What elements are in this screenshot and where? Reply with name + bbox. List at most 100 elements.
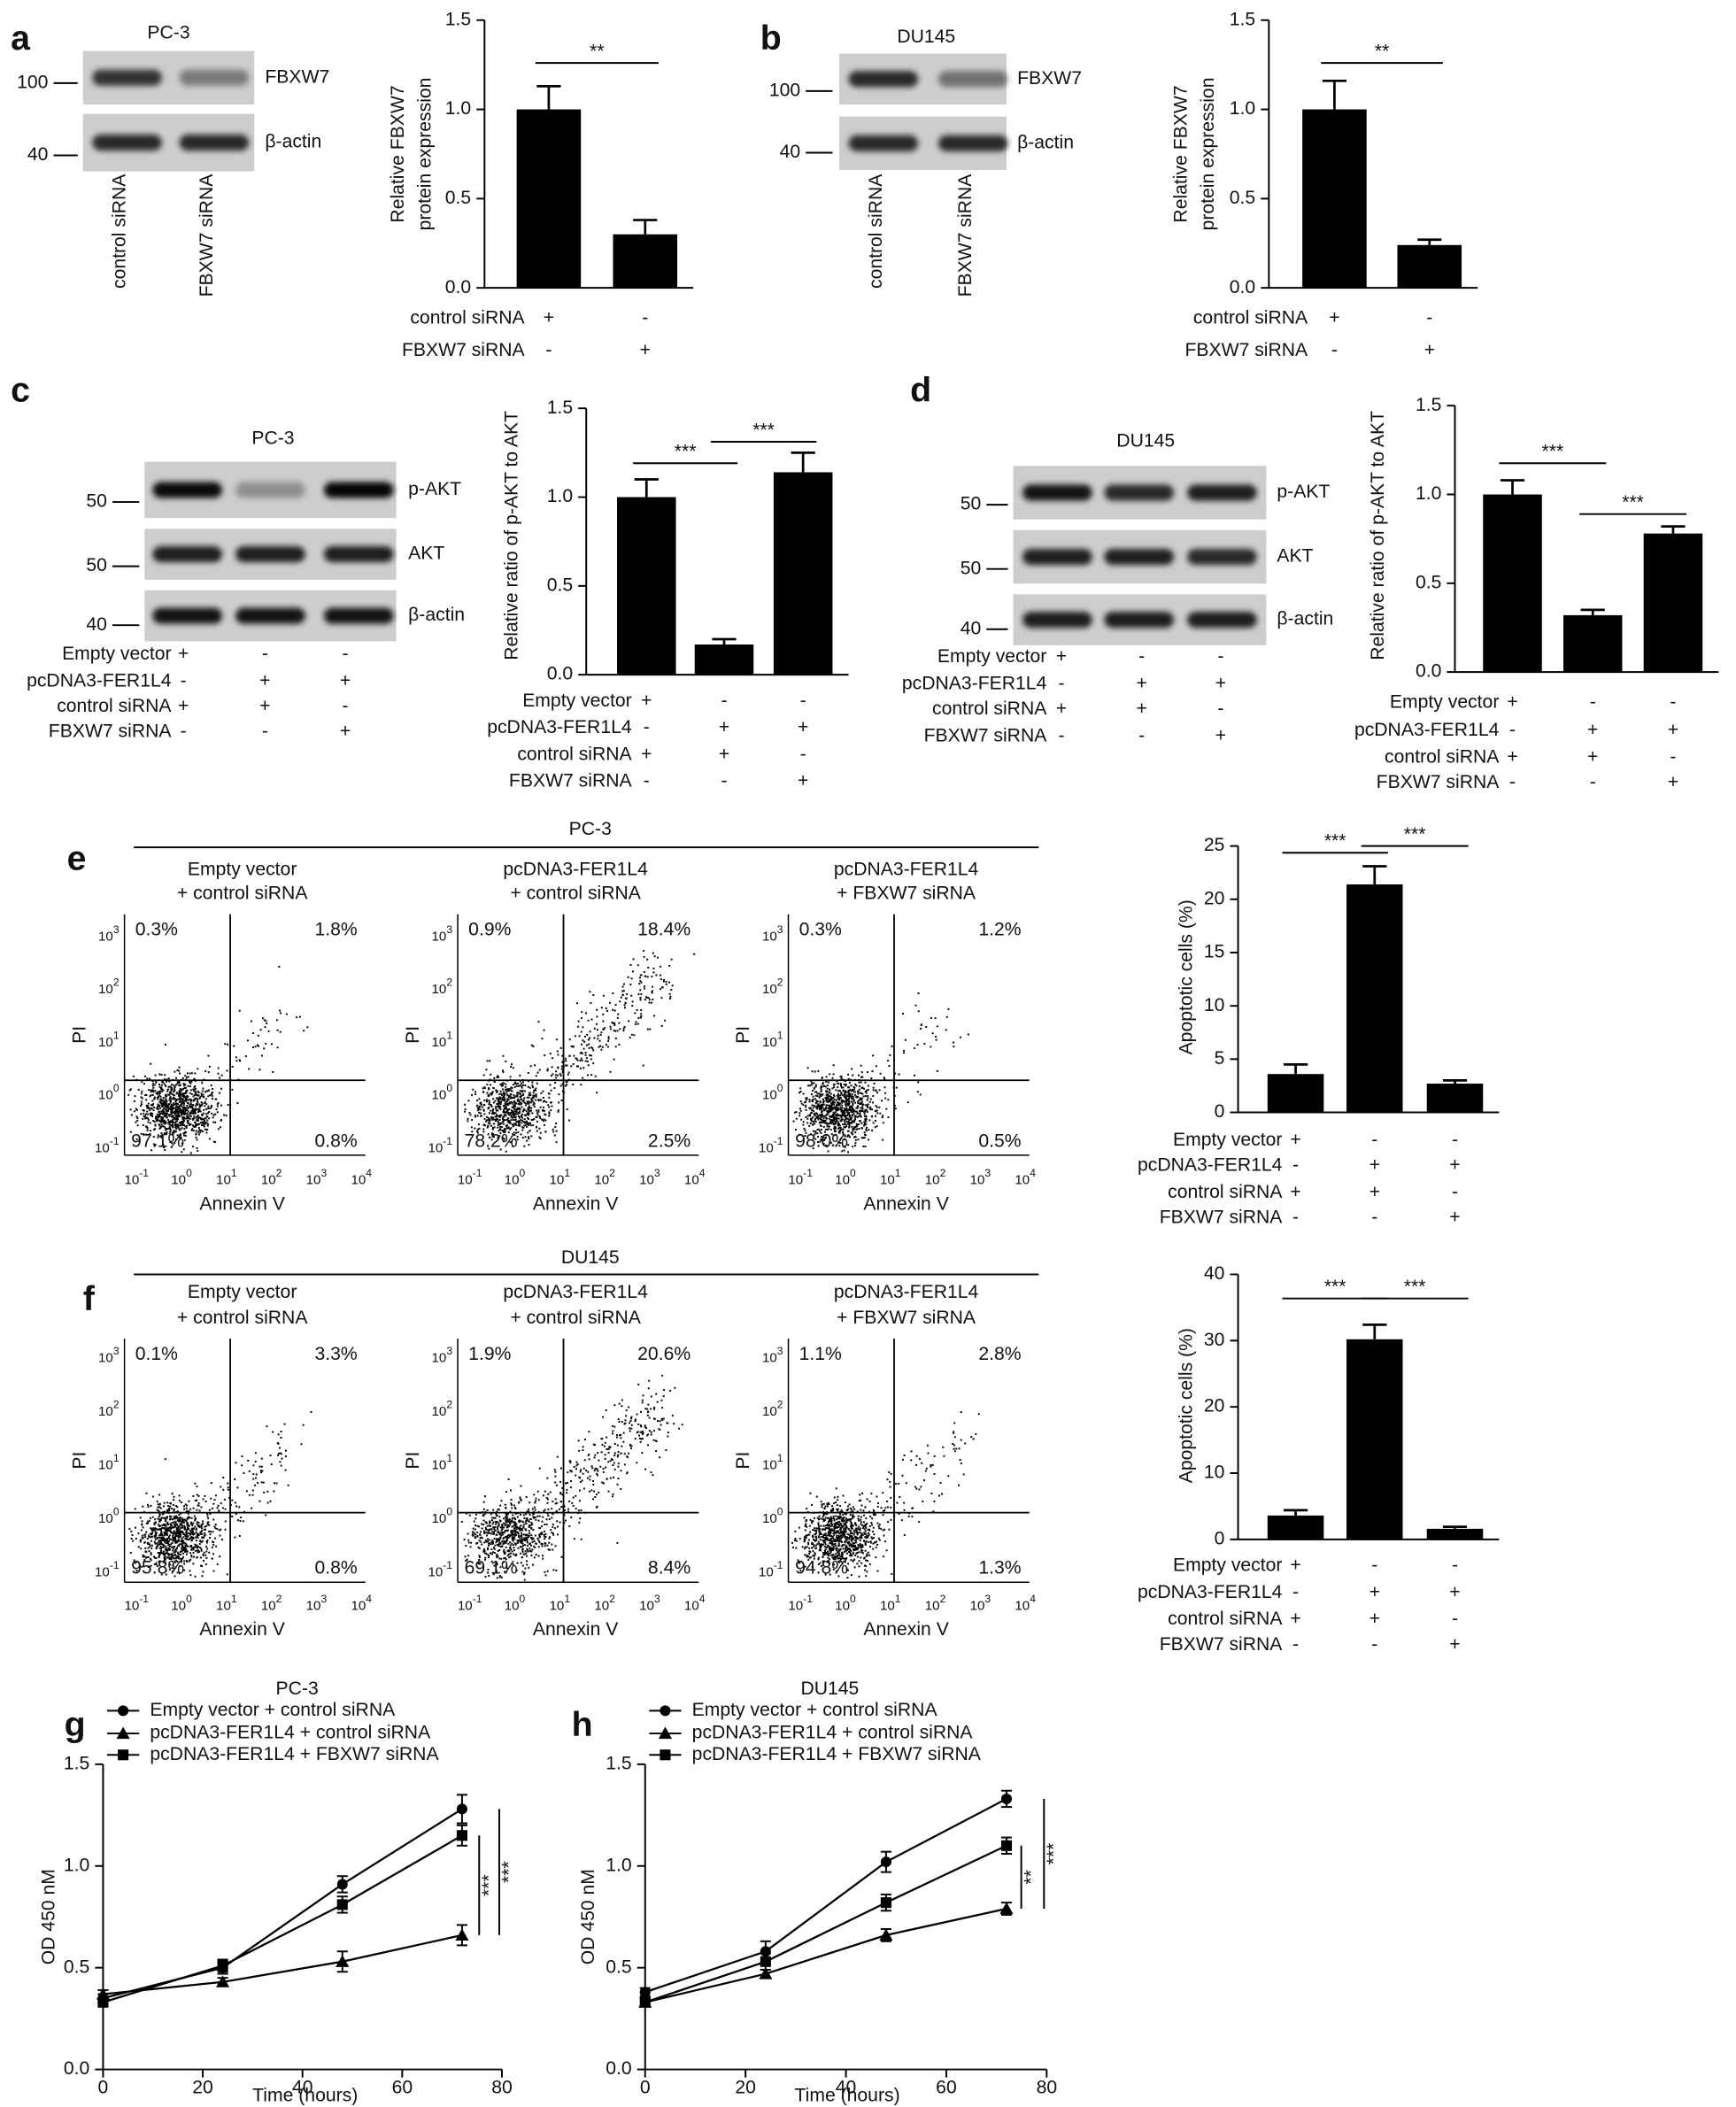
event-dot [856, 1124, 859, 1127]
event-dot [567, 1510, 570, 1513]
event-dot [810, 1133, 812, 1136]
event-dot [147, 1534, 150, 1537]
event-dot [835, 1105, 837, 1108]
event-dot [171, 1123, 174, 1126]
event-dot [160, 1125, 163, 1128]
event-dot [508, 1114, 511, 1116]
event-dot [867, 1089, 869, 1092]
event-dot [510, 1119, 513, 1122]
event-dot [822, 1108, 825, 1110]
event-dot [849, 1108, 852, 1111]
event-dot [164, 1093, 166, 1096]
event-dot [601, 1481, 604, 1484]
event-dot [556, 1525, 559, 1528]
event-dot [815, 1106, 818, 1108]
event-dot [589, 1030, 591, 1033]
event-dot [156, 1113, 158, 1115]
event-dot [197, 1068, 199, 1070]
event-dot [306, 1026, 309, 1029]
event-dot [517, 1124, 520, 1127]
event-dot [166, 1132, 167, 1135]
event-dot [572, 1496, 575, 1499]
event-dot [580, 1538, 583, 1540]
event-dot [513, 1538, 516, 1540]
event-dot [868, 1107, 871, 1109]
event-dot [498, 1123, 501, 1126]
event-dot [652, 971, 655, 974]
event-dot [555, 1123, 558, 1124]
event-dot [199, 1110, 202, 1113]
event-dot [493, 1126, 496, 1129]
event-dot [165, 1107, 167, 1109]
event-dot [165, 1084, 167, 1087]
event-dot [863, 1131, 866, 1134]
event-dot [590, 1058, 592, 1061]
event-dot [544, 1119, 547, 1122]
event-dot [872, 1122, 875, 1124]
event-dot [161, 1524, 164, 1527]
event-dot [181, 1543, 183, 1546]
event-dot [526, 1547, 529, 1550]
event-dot [182, 1552, 185, 1555]
event-dot [197, 1111, 199, 1114]
band [235, 607, 305, 624]
event-dot [251, 1507, 253, 1509]
event-dot [156, 1501, 158, 1503]
event-dot [528, 1080, 529, 1083]
event-dot [510, 1520, 513, 1523]
event-dot [189, 1102, 192, 1105]
event-dot [183, 1112, 186, 1115]
event-dot [516, 1100, 519, 1102]
condition-name: FBXW7 siRNA [49, 722, 173, 742]
plot-header: pcDNA3-FER1L4 [503, 1282, 648, 1302]
event-dot [517, 1112, 520, 1115]
event-dot [480, 1101, 482, 1104]
event-dot [613, 1425, 616, 1428]
event-dot [127, 1093, 130, 1096]
event-dot [205, 1103, 208, 1106]
event-dot [515, 1527, 518, 1530]
event-dot [135, 1138, 138, 1140]
event-dot [481, 1543, 483, 1546]
event-dot [812, 1116, 814, 1119]
condition-name: pcDNA3-FER1L4 [27, 670, 172, 691]
event-dot [181, 1549, 184, 1552]
event-dot [510, 1115, 513, 1118]
quadrant-percent: 0.3% [135, 919, 178, 939]
tick-base: 10 [124, 1598, 139, 1613]
event-dot [171, 1131, 174, 1134]
event-dot [489, 1532, 491, 1534]
event-dot [485, 1099, 488, 1101]
event-dot [498, 1123, 500, 1124]
event-dot [548, 1541, 551, 1544]
event-dot [559, 1521, 561, 1524]
event-dot [200, 1104, 203, 1107]
event-dot [866, 1089, 868, 1092]
event-dot [502, 1130, 505, 1132]
event-dot [174, 1551, 176, 1554]
event-dot [561, 1054, 564, 1057]
event-dot [868, 1138, 870, 1141]
event-dot [187, 1512, 189, 1515]
event-dot [652, 1474, 654, 1477]
event-dot [482, 1091, 484, 1093]
event-dot [197, 1123, 199, 1126]
event-dot [157, 1503, 159, 1506]
event-dot [521, 1119, 524, 1122]
event-dot [193, 1109, 196, 1112]
event-dot [142, 1505, 144, 1508]
event-dot [135, 1115, 138, 1118]
event-dot [160, 1084, 163, 1086]
event-dot [519, 1110, 521, 1113]
event-dot [632, 958, 635, 961]
event-dot [805, 1106, 807, 1108]
event-dot [129, 1131, 132, 1133]
event-dot [820, 1089, 822, 1092]
event-dot [200, 1506, 203, 1509]
event-dot [529, 1524, 532, 1526]
event-dot [483, 1104, 486, 1106]
event-dot [527, 1123, 529, 1125]
plot-header: + FBXW7 siRNA [837, 884, 976, 904]
event-dot [823, 1108, 826, 1111]
event-dot [180, 1535, 182, 1538]
